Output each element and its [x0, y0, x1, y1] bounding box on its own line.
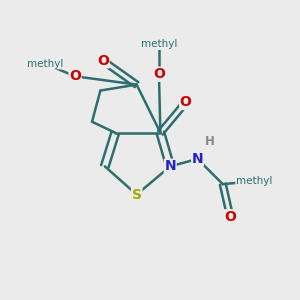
- Text: methyl: methyl: [236, 176, 272, 186]
- Text: S: S: [132, 188, 142, 202]
- Text: methyl: methyl: [27, 59, 64, 69]
- Text: H: H: [205, 135, 214, 148]
- Text: O: O: [69, 69, 81, 83]
- Text: O: O: [153, 67, 165, 81]
- Text: methyl: methyl: [141, 40, 177, 50]
- Text: N: N: [164, 159, 176, 173]
- Text: S: S: [132, 188, 142, 202]
- Text: O: O: [97, 54, 109, 68]
- Text: O: O: [180, 95, 192, 110]
- Text: N: N: [192, 152, 203, 166]
- Text: O: O: [224, 210, 236, 224]
